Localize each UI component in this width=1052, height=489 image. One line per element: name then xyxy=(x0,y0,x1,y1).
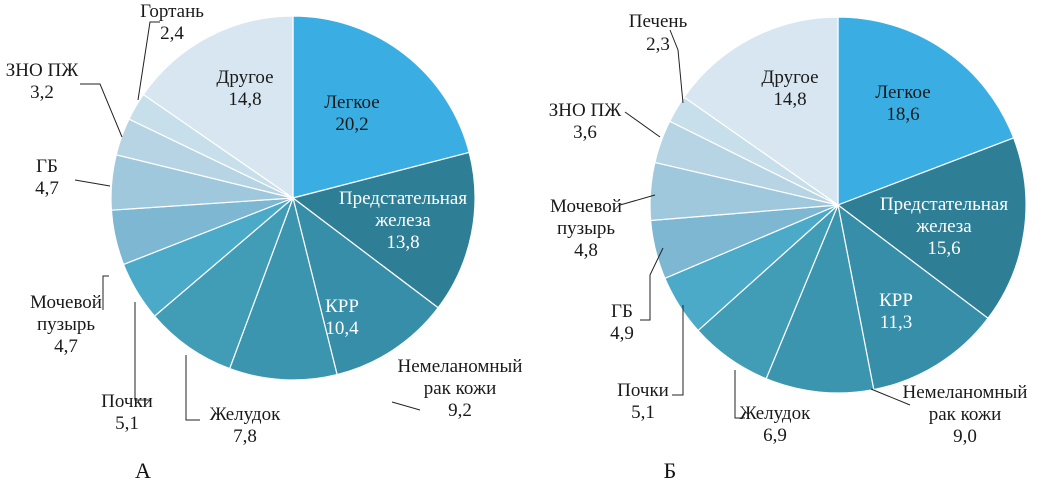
slice-value-lung: 18,6 xyxy=(886,104,919,125)
slice-label-liver: Печень xyxy=(629,11,688,32)
slice-value-kidneys: 5,1 xyxy=(115,413,139,434)
slice-value-prostate: 15,6 xyxy=(927,238,960,259)
slice-label-nonmelanoma-skin: Немеланомный рак кожи xyxy=(903,382,1028,425)
leader-line-kidneys xyxy=(134,302,150,401)
pie-slice-colorectal xyxy=(837,203,989,391)
slice-value-other: 14,8 xyxy=(773,89,806,110)
leader-line-stomach xyxy=(734,370,745,419)
slice-label-colorectal: КРР xyxy=(325,296,359,317)
slice-label-lung: Легкое xyxy=(875,82,930,103)
leader-line-nonmelanoma-skin xyxy=(870,388,911,406)
slice-label-gallbladder: ГБ xyxy=(36,156,58,177)
leader-line-bladder xyxy=(619,194,656,206)
slice-value-pancreas: 3,2 xyxy=(30,82,54,103)
slice-label-kidneys: Почки xyxy=(101,391,153,412)
slice-value-larynx: 2,4 xyxy=(160,23,184,44)
slice-value-stomach: 7,8 xyxy=(233,426,257,447)
pie-slice-lung xyxy=(837,16,1015,206)
slice-value-gallbladder: 4,9 xyxy=(610,323,634,344)
slice-value-colorectal: 11,3 xyxy=(880,312,913,333)
slice-value-prostate: 13,8 xyxy=(386,232,419,253)
slice-label-gallbladder: ГБ xyxy=(611,301,633,322)
slice-label-other: Другое xyxy=(216,67,273,88)
slice-label-other: Другое xyxy=(761,67,818,88)
leader-line-bladder xyxy=(102,275,109,310)
leader-line-kidneys xyxy=(672,305,684,396)
leader-line-gallbladder xyxy=(640,247,664,321)
pie-slices xyxy=(110,15,476,381)
slice-value-colorectal: 10,4 xyxy=(325,318,359,339)
leader-line-larynx xyxy=(137,21,160,101)
leader-line-liver xyxy=(669,29,684,104)
pie-slice-nonmelanoma-skin xyxy=(765,202,875,394)
slice-label-larynx: Гортань xyxy=(140,1,204,22)
slice-label-nonmelanoma-skin: Немеланомный рак кожи xyxy=(398,356,523,399)
slice-label-lung: Легкое xyxy=(324,92,379,113)
slice-value-gallbladder: 4,7 xyxy=(35,178,59,199)
pie-slice-other xyxy=(683,16,839,207)
slice-value-pancreas: 3,6 xyxy=(573,122,597,143)
slice-label-pancreas: ЗНО ПЖ xyxy=(549,100,622,121)
pie-slice-stomach xyxy=(153,196,295,370)
leader-line-gallbladder xyxy=(74,179,111,187)
pie-slice-other xyxy=(142,15,294,200)
slice-label-kidneys: Почки xyxy=(617,380,669,401)
slice-value-bladder: 4,7 xyxy=(54,336,78,357)
leader-line-nonmelanoma-skin xyxy=(391,401,421,411)
pie-slice-prostate xyxy=(291,151,476,309)
slice-label-bladder: Мочевой пузырь xyxy=(550,196,622,239)
slice-label-colorectal: КРР xyxy=(879,290,913,311)
pie-slice-nonmelanoma-skin xyxy=(228,195,338,381)
pie-slice-lung xyxy=(292,15,470,199)
slice-label-pancreas: ЗНО ПЖ xyxy=(6,60,79,81)
panel-label: Б xyxy=(664,458,677,483)
leader-line-pancreas xyxy=(80,83,123,138)
slice-value-other: 14,8 xyxy=(228,89,261,110)
leader-line-pancreas xyxy=(624,111,661,138)
pie-slice-prostate xyxy=(836,137,1027,320)
slice-label-bladder: Мочевой пузырь xyxy=(30,292,102,335)
leader-line-stomach xyxy=(185,355,200,421)
slice-value-lung: 20,2 xyxy=(335,114,368,135)
slice-value-liver: 2,3 xyxy=(646,34,670,55)
panel-label: А xyxy=(135,458,151,483)
pie-slices xyxy=(649,16,1027,394)
slice-label-prostate: Предстательная железа xyxy=(339,188,467,231)
slice-label-stomach: Желудок xyxy=(740,403,811,424)
slice-value-nonmelanoma-skin: 9,0 xyxy=(953,426,977,447)
slice-value-stomach: 6,9 xyxy=(763,425,787,446)
slice-label-stomach: Желудок xyxy=(210,404,281,425)
slice-label-prostate: Предстательная железа xyxy=(880,194,1008,237)
slice-value-kidneys: 5,1 xyxy=(631,402,655,423)
slice-value-nonmelanoma-skin: 9,2 xyxy=(448,400,472,421)
slice-value-bladder: 4,8 xyxy=(574,240,598,261)
pie-slice-colorectal xyxy=(292,196,439,376)
